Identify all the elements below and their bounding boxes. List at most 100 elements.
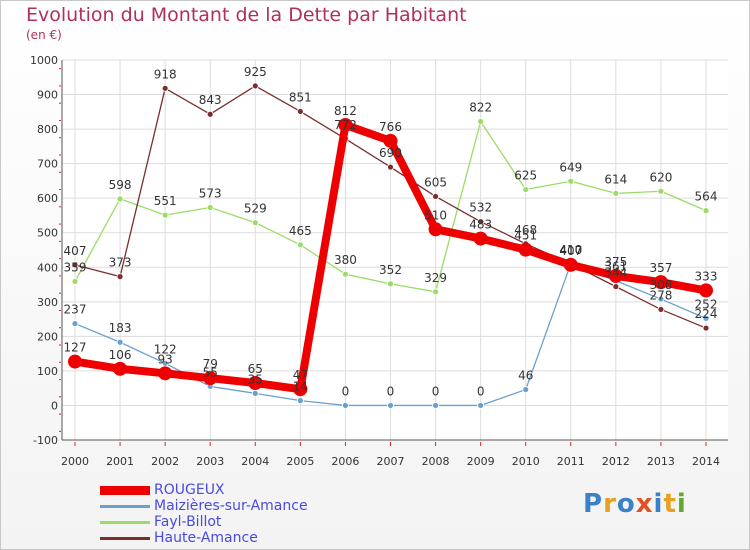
data-point (563, 257, 578, 272)
grid (62, 59, 728, 441)
data-label: 551 (154, 194, 177, 208)
data-label: 468 (514, 223, 537, 237)
data-label: 237 (64, 303, 87, 317)
data-point (113, 361, 128, 376)
data-label: 649 (559, 160, 582, 174)
x-tick-label: 2002 (151, 455, 179, 468)
data-point (296, 397, 304, 405)
logo-letter: o (616, 489, 636, 519)
x-tick-label: 2004 (241, 455, 269, 468)
x-tick-label: 2005 (286, 455, 314, 468)
data-label: 359 (64, 260, 87, 274)
data-point (702, 324, 710, 332)
data-label: 451 (514, 229, 537, 243)
data-label: 614 (604, 172, 627, 186)
data-label: 344 (604, 266, 627, 280)
data-point (432, 288, 439, 296)
logo-letter: r (603, 489, 617, 519)
data-point (71, 261, 79, 269)
legend-swatch (100, 521, 150, 524)
data-label: 407 (64, 244, 87, 258)
x-tick-label: 2011 (557, 455, 585, 468)
data-label: 46 (518, 369, 533, 383)
data-point (657, 295, 665, 303)
line-chart: -100010020030040050060070080090010002000… (30, 54, 728, 468)
logo-letter: i (653, 489, 664, 519)
y-tick-label: 0 (51, 399, 58, 412)
series-group (68, 82, 713, 409)
data-label: 0 (477, 384, 485, 398)
data-label: 357 (649, 261, 672, 275)
y-tick-label: 200 (37, 330, 58, 343)
data-point (296, 241, 304, 249)
data-point (116, 338, 124, 346)
legend-label: ROUGEUX (154, 482, 225, 498)
data-label: 625 (514, 169, 537, 183)
data-label: 308 (649, 278, 672, 292)
data-label: 352 (379, 263, 402, 277)
data-point (702, 207, 710, 215)
data-point (296, 108, 304, 115)
x-tick-label: 2013 (647, 455, 675, 468)
data-label: 361 (604, 260, 627, 274)
data-point (612, 283, 620, 291)
data-point (71, 320, 79, 327)
data-point (653, 275, 668, 290)
data-point (522, 386, 530, 393)
data-label: 605 (424, 175, 447, 189)
data-label: 373 (109, 256, 132, 270)
data-point (251, 82, 259, 90)
data-point (473, 231, 488, 246)
data-label: 375 (604, 255, 627, 269)
data-point (383, 133, 398, 148)
data-point (657, 187, 665, 195)
logo-letter: i (676, 489, 687, 519)
data-label: 224 (695, 307, 718, 321)
data-point (518, 242, 533, 257)
legend-swatch (100, 486, 150, 495)
data-point (387, 280, 394, 288)
legend-swatch (100, 537, 150, 540)
y-tick-label: 900 (37, 89, 58, 102)
legend-label: Haute-Amance (154, 530, 258, 546)
logo-letter: x (635, 489, 654, 519)
data-label: 329 (424, 271, 447, 285)
data-point (608, 268, 623, 283)
data-label: 851 (289, 90, 312, 104)
data-label: 564 (695, 190, 718, 204)
data-label: 183 (109, 321, 132, 335)
data-point (702, 314, 710, 322)
y-tick-label: 600 (37, 192, 58, 205)
x-tick-label: 2006 (331, 455, 359, 468)
data-label: 843 (199, 93, 222, 107)
data-label: 127 (64, 341, 87, 355)
data-point (567, 177, 575, 185)
data-point (161, 84, 169, 92)
y-tick-label: 400 (37, 261, 58, 274)
legend-label: Maizières-sur-Amance (154, 498, 308, 514)
data-point (116, 273, 124, 281)
x-tick-label: 2001 (106, 455, 134, 468)
data-point (477, 218, 485, 226)
data-point (71, 278, 79, 285)
data-labels: 127 106 93 79 65 47 812 766 510 483 451 407 375 357 33… (64, 65, 718, 399)
data-label: 65 (248, 362, 263, 376)
data-label: 483 (469, 218, 492, 232)
x-tick-label: 2003 (196, 455, 224, 468)
data-point (428, 222, 443, 237)
data-label: 772 (334, 118, 357, 132)
logo-letter: t (663, 489, 677, 519)
logo-letter: P (583, 489, 604, 519)
data-point (387, 402, 394, 409)
y-tick-label: 300 (37, 296, 58, 309)
data-point (338, 117, 353, 132)
data-point (206, 204, 214, 211)
data-label: 812 (334, 104, 357, 118)
chart-title: Evolution du Montant de la Dette par Hab… (26, 4, 467, 26)
data-point (342, 402, 349, 409)
data-label: 0 (342, 384, 350, 398)
axes: -100010020030040050060070080090010002000… (30, 54, 728, 468)
data-label: 918 (154, 67, 177, 81)
y-tick-label: 100 (37, 365, 58, 378)
y-tick-label: -100 (33, 434, 58, 447)
